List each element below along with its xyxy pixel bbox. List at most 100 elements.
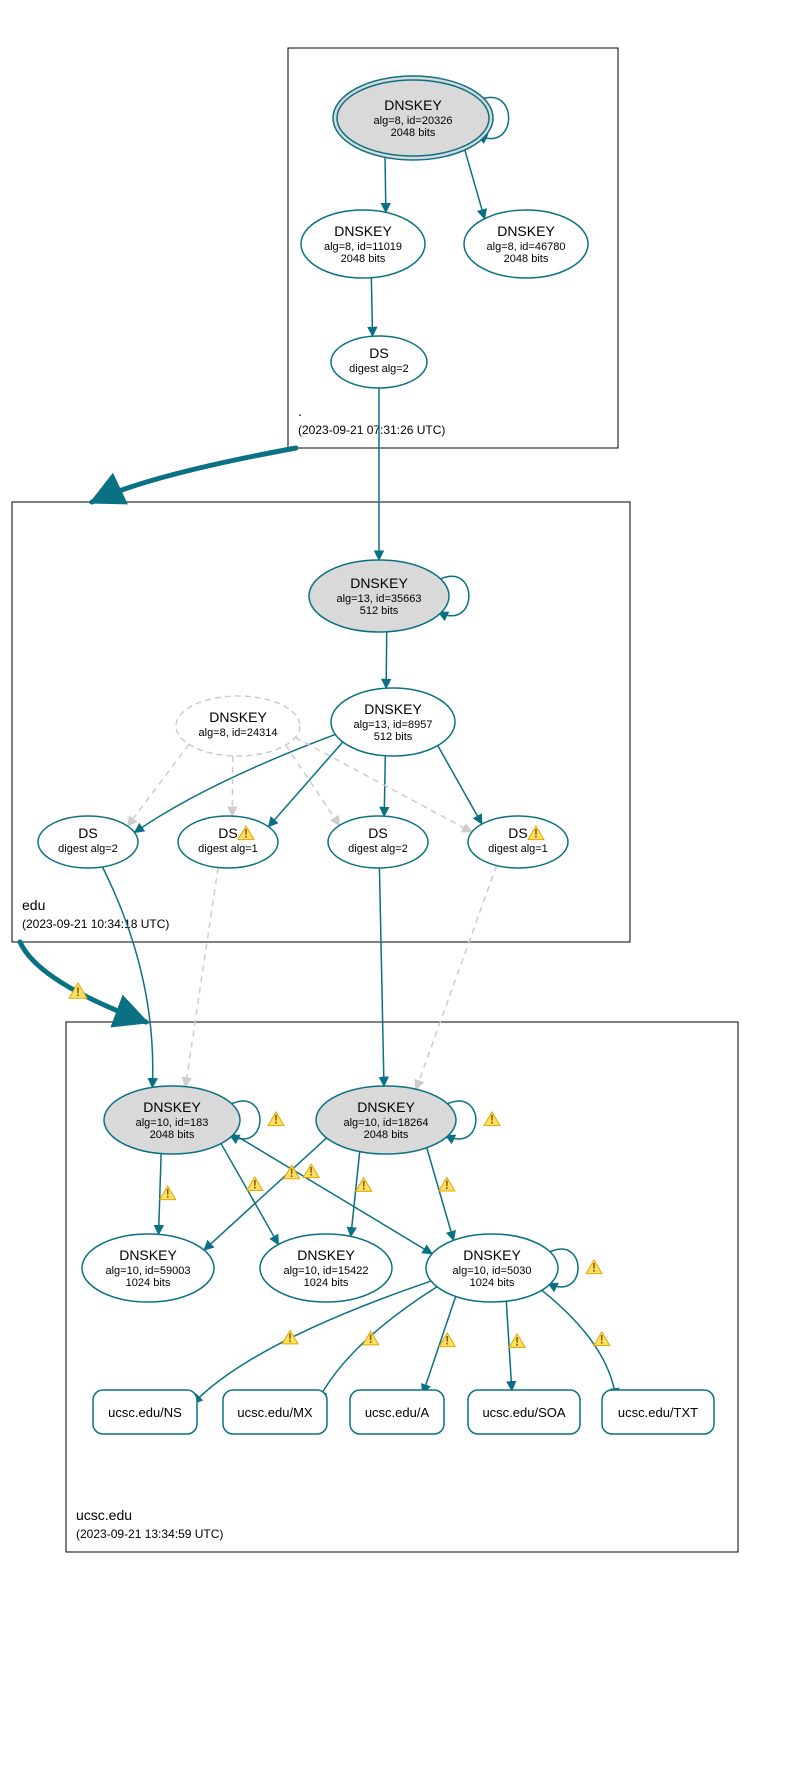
- edge: [386, 632, 387, 688]
- node-title: DNSKEY: [364, 701, 422, 717]
- node-title: DS: [508, 825, 527, 841]
- node-subline: alg=8, id=24314: [199, 727, 278, 739]
- node-title: DNSKEY: [350, 575, 408, 591]
- node-subline: alg=13, id=8957: [354, 719, 433, 731]
- node-subline: alg=8, id=46780: [487, 241, 566, 253]
- node-edu_zsk: DNSKEY alg=13, id=8957512 bits: [331, 688, 455, 756]
- edge: [385, 153, 386, 212]
- node-subline: alg=13, id=35663: [336, 593, 421, 605]
- edge: [438, 746, 482, 824]
- node-subline: 512 bits: [374, 731, 413, 743]
- node-subline: 1024 bits: [126, 1277, 171, 1289]
- edge: [464, 146, 485, 218]
- node-edu_ds2: DS digest alg=1: [178, 816, 278, 868]
- node-subline: 2048 bits: [341, 253, 386, 265]
- zone-delegation-arrow: [92, 448, 296, 502]
- zone-timestamp: (2023-09-21 10:34:18 UTC): [22, 917, 169, 931]
- node-title: DNSKEY: [357, 1099, 415, 1115]
- node-subline: alg=8, id=11019: [324, 241, 402, 253]
- zone-label: edu: [22, 897, 45, 913]
- node-edu_old: DNSKEY alg=8, id=24314: [176, 696, 300, 756]
- node-edu_ksk: DNSKEY alg=13, id=35663512 bits: [309, 560, 449, 632]
- node-subline: alg=8, id=20326: [374, 115, 453, 127]
- node-subline: alg=10, id=18264: [343, 1117, 428, 1129]
- warning-icon-bang: !: [600, 1333, 604, 1347]
- node-title: DNSKEY: [297, 1247, 355, 1263]
- node-edu_ds3: DS digest alg=2: [328, 816, 428, 868]
- node-ucsc_ksk1: DNSKEY alg=10, id=1832048 bits: [104, 1086, 240, 1154]
- rrset-label: ucsc.edu/A: [365, 1405, 430, 1420]
- node-title: DNSKEY: [463, 1247, 521, 1263]
- warning-icon-bang: !: [592, 1261, 596, 1275]
- node-ucsc_zsk3: DNSKEY alg=10, id=50301024 bits: [426, 1234, 558, 1302]
- node-subline: 2048 bits: [391, 127, 436, 139]
- edge: [351, 1152, 360, 1237]
- node-subline: alg=10, id=5030: [453, 1265, 532, 1277]
- node-subline: alg=10, id=15422: [283, 1265, 368, 1277]
- warning-icon-bang: !: [253, 1178, 257, 1192]
- node-subline: alg=10, id=183: [136, 1117, 209, 1129]
- edge: [159, 1154, 162, 1235]
- dnssec-diagram: . (2023-09-21 07:31:26 UTC) edu (2023-09-21…: [0, 0, 788, 1772]
- node-title: DNSKEY: [119, 1247, 177, 1263]
- node-subline: 512 bits: [360, 605, 399, 617]
- node-title: DNSKEY: [209, 709, 267, 725]
- edge: [102, 867, 152, 1088]
- node-title: DNSKEY: [143, 1099, 201, 1115]
- rrset-label: ucsc.edu/NS: [108, 1405, 182, 1420]
- warning-icon-bang: !: [362, 1178, 366, 1192]
- edge: [204, 1138, 327, 1250]
- node-title: DS: [368, 825, 387, 841]
- node-subline: 1024 bits: [470, 1277, 515, 1289]
- warning-icon-bang: !: [490, 1113, 494, 1127]
- node-ucsc_zsk1: DNSKEYalg=10, id=590031024 bits: [82, 1234, 214, 1302]
- node-edu_ds4: DS digest alg=1: [468, 816, 568, 868]
- edge: [286, 745, 340, 825]
- node-title: DNSKEY: [497, 223, 555, 239]
- node-ucsc_ksk2: DNSKEY alg=10, id=182642048 bits: [316, 1086, 456, 1154]
- warning-icon-bang: !: [369, 1332, 373, 1346]
- warning-icon-bang: !: [445, 1334, 449, 1348]
- warning-icon-bang: !: [244, 827, 248, 841]
- edge: [185, 867, 218, 1086]
- zone-delegation-arrow: [20, 942, 146, 1022]
- edge: [221, 1144, 278, 1245]
- node-subline: digest alg=2: [349, 363, 409, 375]
- warning-icon-bang: !: [534, 827, 538, 841]
- node-title: DNSKEY: [334, 223, 392, 239]
- node-root_zsk: DNSKEY alg=8, id=110192048 bits: [301, 210, 425, 278]
- node-title: DNSKEY: [384, 97, 442, 113]
- node-subline: digest alg=2: [58, 843, 118, 855]
- zone-label: ucsc.edu: [76, 1507, 132, 1523]
- warning-icon-bang: !: [290, 1166, 294, 1180]
- rrset-label: ucsc.edu/SOA: [482, 1405, 565, 1420]
- edge: [371, 278, 372, 337]
- warning-icon-bang: !: [515, 1334, 519, 1348]
- zone-label: .: [298, 403, 302, 419]
- rrset-label: ucsc.edu/TXT: [618, 1405, 698, 1420]
- node-title: DS: [78, 825, 97, 841]
- edge: [427, 1148, 454, 1241]
- node-subline: 2048 bits: [150, 1129, 195, 1141]
- node-subline: digest alg=1: [488, 843, 548, 855]
- node-root_zsk2: DNSKEYalg=8, id=467802048 bits: [464, 210, 588, 278]
- node-subline: 1024 bits: [304, 1277, 349, 1289]
- edge: [128, 744, 189, 826]
- node-title: DS: [369, 345, 388, 361]
- node-edu_ds1: DS digest alg=2: [38, 816, 138, 868]
- warning-icon-bang: !: [274, 1113, 278, 1127]
- warning-icon-bang: !: [445, 1178, 449, 1192]
- node-title: DS: [218, 825, 237, 841]
- node-root_ksk: DNSKEY alg=8, id=203262048 bits: [333, 76, 493, 160]
- zone-timestamp: (2023-09-21 07:31:26 UTC): [298, 423, 445, 437]
- rrset-label: ucsc.edu/MX: [237, 1405, 312, 1420]
- node-subline: 2048 bits: [364, 1129, 409, 1141]
- node-subline: digest alg=2: [348, 843, 408, 855]
- edge: [416, 865, 497, 1089]
- warning-icon-bang: !: [166, 1187, 170, 1201]
- node-subline: digest alg=1: [198, 843, 258, 855]
- warning-icon-bang: !: [288, 1331, 292, 1345]
- node-ucsc_zsk2: DNSKEY alg=10, id=154221024 bits: [260, 1234, 392, 1302]
- zone-box-edu: [12, 502, 630, 942]
- edge: [379, 868, 384, 1086]
